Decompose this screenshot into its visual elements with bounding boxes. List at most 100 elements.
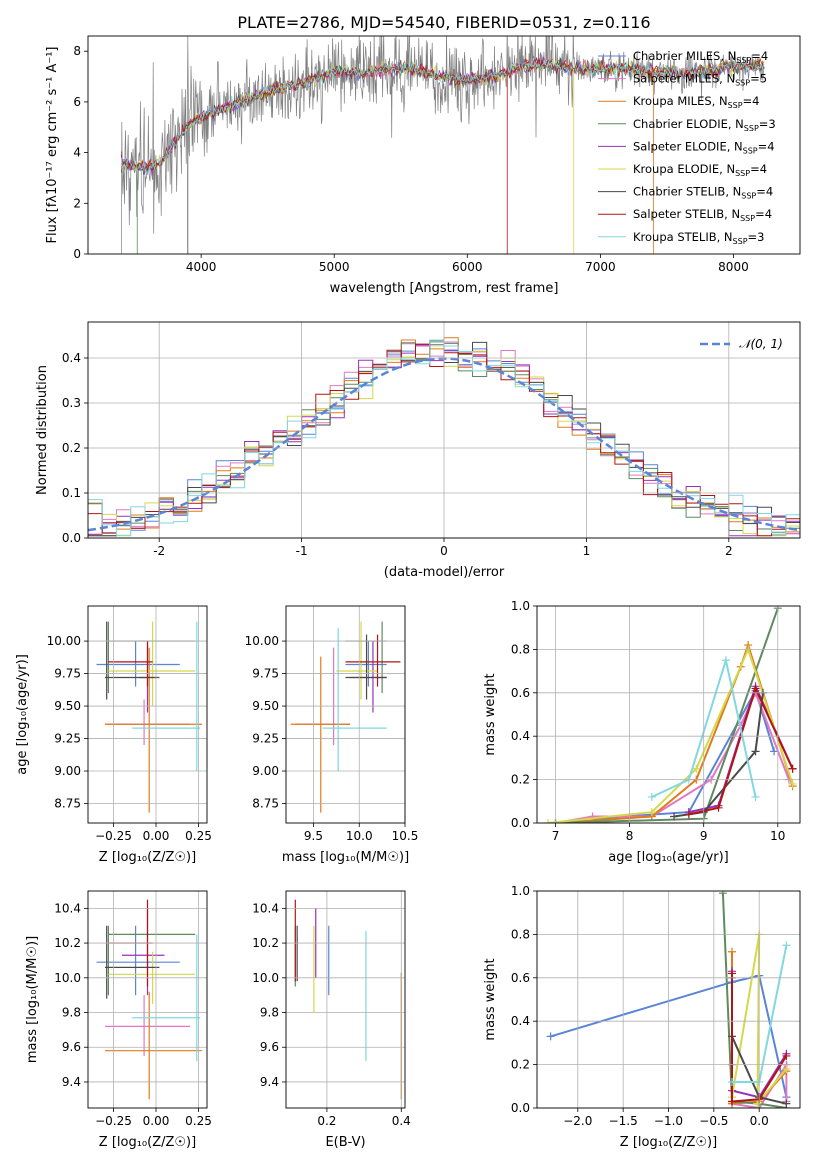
x-tick-label: 0 (440, 544, 448, 558)
mass-weight-marker (647, 792, 656, 801)
y-tick-label: 0.2 (511, 1058, 530, 1072)
y-tick-label: 0.2 (62, 441, 81, 455)
panel-mw_vs_age: 7 8 9 10 0.0 0.2 0.4 0.6 0.8 1.0 age [log₁₀(age/yr… (483, 599, 801, 865)
y-tick-label: 1.0 (511, 599, 530, 613)
legend-count: =4 (758, 139, 775, 153)
x-tick-label: −0.5 (699, 1114, 728, 1128)
y-tick-label: 10.2 (54, 936, 81, 950)
y-tick-label: 9.4 (62, 1075, 81, 1089)
y-tick-label: 0.4 (511, 729, 530, 743)
mass-weight-marker (782, 1051, 791, 1060)
y-tick-label: 9.75 (252, 667, 279, 681)
x-tick-label: 0.2 (317, 1114, 336, 1128)
x-tick-label: 0.00 (143, 829, 170, 843)
legend-label: Chabrier MILES, NSSP=4 (633, 49, 768, 65)
plot-area (96, 621, 202, 813)
x-tick-label: 0.0 (750, 1114, 769, 1128)
legend-count: =4 (756, 185, 773, 199)
model-spectrum (120, 59, 765, 174)
mass-weight-marker (684, 810, 693, 819)
axes-frame (87, 321, 801, 539)
legend-subscript: SSP (741, 192, 756, 201)
y-tick-label: 9.8 (260, 1006, 279, 1020)
axes-frame (87, 35, 801, 255)
axes-frame (536, 605, 801, 824)
y-tick-label: 8 (73, 44, 81, 58)
x-tick-label: 10.5 (392, 829, 419, 843)
legend-count: =4 (743, 94, 760, 108)
legend-subscript: SSP (743, 146, 758, 155)
y-tick-label: 0.6 (511, 971, 530, 985)
model-spectrum (120, 57, 765, 171)
mass-weight-marker (753, 1099, 762, 1108)
mass-weight-marker (727, 1097, 736, 1106)
mass-weight-marker (727, 947, 736, 956)
x-tick-label: -2 (153, 544, 165, 558)
y-tick-label: 2 (73, 196, 81, 210)
y-tick-label: 0.0 (511, 1101, 530, 1115)
x-axis-label: (data-model)/error (384, 565, 505, 580)
y-tick-label: 10.2 (252, 936, 279, 950)
mass-weight-marker (718, 891, 727, 898)
x-tick-label: 8000 (718, 260, 749, 274)
axes-frame (87, 890, 208, 1109)
y-tick-label: 9.50 (252, 699, 279, 713)
panel-residuals: -2 -1 0 1 2 0.0 0.1 0.2 0.3 0.4 (data-model)/error… (35, 321, 801, 580)
x-tick-label: 10 (770, 829, 785, 843)
y-tick-label: 0.8 (511, 927, 530, 941)
y-tick-label: 0.3 (62, 396, 81, 410)
mass-weight-line (651, 656, 757, 798)
y-tick-label: 10.00 (47, 634, 81, 648)
legend-subscript: SSP (736, 56, 751, 65)
y-tick-label: 9.25 (54, 732, 81, 746)
panel-mass_vs_Z: −0.25 0.00 0.25 9.4 9.6 9.8 10.0 10.2 10.4 Z [log… (25, 890, 212, 1150)
legend-count: =4 (755, 207, 772, 221)
x-tick-label: 8 (626, 829, 634, 843)
mass-weight-marker (751, 792, 760, 801)
spectrum-legend: Chabrier MILES, NSSP=4 Salpeter MILES, NS… (598, 49, 776, 246)
panel-mw_vs_Z: −2.0 −1.5 −1.0 −0.5 0.0 0.0 0.2 0.4 0.6 0.8 1.0 Z [… (483, 884, 801, 1150)
legend-label: Chabrier STELIB, NSSP=4 (633, 185, 773, 201)
legend-count: =4 (751, 49, 768, 63)
legend-subscript: SSP (735, 169, 750, 178)
x-axis-label: E(B-V) (325, 1135, 365, 1150)
y-axis-label: Flux [fλ10⁻¹⁷ erg cm⁻² s⁻¹ A⁻¹] (45, 47, 60, 244)
y-tick-label: 9.25 (252, 732, 279, 746)
legend-count: =3 (759, 117, 776, 131)
x-tick-label: 6000 (452, 260, 483, 274)
mass-weight-marker (544, 819, 553, 823)
mass-weight-marker (782, 1099, 791, 1108)
y-tick-label: 10.00 (245, 634, 279, 648)
y-tick-label: 0 (73, 247, 81, 261)
legend-subscript: SSP (744, 124, 759, 133)
legend-count: =5 (750, 72, 767, 86)
x-tick-label: −1.0 (654, 1114, 683, 1128)
x-axis-label: Z [log₁₀(Z/Z☉)] (99, 1135, 196, 1150)
y-tick-label: 6 (73, 95, 81, 109)
legend-label: Kroupa MILES, NSSP=4 (633, 94, 759, 110)
plot-area (96, 899, 202, 1100)
x-axis-label: Z [log₁₀(Z/Z☉)] (99, 850, 196, 865)
axes-frame (285, 605, 406, 824)
mass-weight-marker (670, 812, 679, 821)
x-tick-label: 5000 (319, 260, 350, 274)
mass-weight-marker (546, 1032, 555, 1041)
x-tick-label: −2.0 (563, 1114, 592, 1128)
x-tick-label: -1 (296, 544, 308, 558)
y-tick-label: 8.75 (54, 797, 81, 811)
y-tick-label: 0.0 (62, 531, 81, 545)
y-tick-label: 0.1 (62, 486, 81, 500)
panel-mass_vs_EBV: 0.2 0.4 9.4 9.6 9.8 10.0 10.2 10.4 E(B-V) (252, 890, 411, 1150)
mass-weight-marker (727, 1077, 736, 1086)
axes-frame (536, 890, 801, 1109)
mass-weight-line (550, 974, 788, 1098)
mass-weight-marker (727, 969, 736, 978)
legend-label: Salpeter STELIB, NSSP=4 (633, 207, 772, 223)
legend-label: Salpeter ELODIE, NSSP=4 (633, 139, 775, 155)
x-tick-label: 9 (700, 829, 708, 843)
panel-age_vs_Z: −0.25 0.00 0.25 8.75 9.00 9.25 9.50 9.75 10.00 Z … (15, 605, 212, 865)
mass-weight-marker (782, 1064, 791, 1073)
x-axis-label: wavelength [Angstrom, rest frame] (330, 281, 559, 296)
mass-weight-line (731, 934, 788, 1107)
